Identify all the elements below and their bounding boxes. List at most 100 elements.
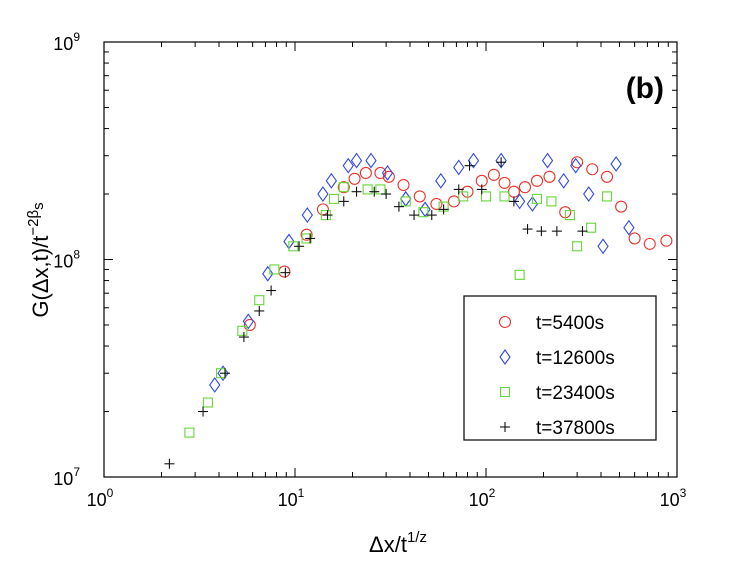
data-point bbox=[564, 210, 575, 221]
y-tick-label: 107 bbox=[53, 465, 80, 489]
data-markers bbox=[164, 152, 673, 469]
data-point bbox=[269, 264, 280, 275]
data-point bbox=[254, 295, 265, 306]
y-tick-exponent: 8 bbox=[73, 248, 80, 262]
x-tick-base: 10 bbox=[469, 490, 489, 510]
data-point bbox=[571, 156, 584, 169]
data-point bbox=[342, 157, 354, 174]
data-point bbox=[374, 166, 387, 179]
legend-marker-plus bbox=[500, 422, 510, 432]
data-point bbox=[338, 182, 349, 193]
data-point bbox=[601, 191, 613, 202]
data-point bbox=[266, 285, 277, 296]
data-point bbox=[337, 181, 350, 194]
data-point bbox=[487, 168, 500, 181]
data-point bbox=[325, 172, 338, 189]
y-axis-label: G(Δx,t)/t−2βs bbox=[25, 202, 53, 317]
data-point bbox=[217, 365, 229, 382]
data-point bbox=[577, 226, 588, 237]
data-point bbox=[365, 152, 377, 169]
data-point bbox=[453, 159, 465, 176]
legend-label: t=5400s bbox=[536, 313, 604, 334]
data-point bbox=[438, 204, 449, 215]
data-point bbox=[382, 170, 395, 183]
y-tick-base: 10 bbox=[53, 469, 73, 489]
legend-label: t=23400s bbox=[536, 383, 615, 404]
legend-box bbox=[463, 295, 657, 441]
y-tick-base: 10 bbox=[53, 252, 73, 272]
data-point bbox=[237, 325, 248, 336]
data-point bbox=[209, 376, 221, 393]
data-point bbox=[600, 170, 614, 183]
data-point bbox=[597, 238, 609, 255]
data-point bbox=[546, 196, 557, 207]
y-tick-exponent: 7 bbox=[73, 465, 80, 479]
data-point bbox=[409, 210, 420, 221]
data-point bbox=[583, 186, 595, 202]
x-tick-base: 10 bbox=[278, 490, 298, 510]
y-axis-label-sub: s bbox=[30, 202, 47, 210]
data-point bbox=[328, 193, 340, 204]
data-point bbox=[526, 196, 539, 212]
data-point bbox=[586, 222, 597, 233]
data-point bbox=[350, 152, 363, 169]
data-point bbox=[435, 172, 447, 189]
data-point bbox=[660, 234, 673, 247]
data-point bbox=[243, 318, 256, 332]
data-point bbox=[254, 305, 265, 316]
data-point bbox=[586, 163, 599, 176]
data-point bbox=[496, 157, 507, 168]
data-point bbox=[338, 196, 349, 207]
y-tick-exponent: 9 bbox=[73, 30, 80, 44]
data-point bbox=[615, 200, 628, 213]
data-point bbox=[300, 228, 313, 241]
data-point bbox=[476, 184, 487, 195]
data-point bbox=[381, 189, 392, 200]
data-point bbox=[467, 152, 480, 169]
data-point bbox=[495, 152, 507, 169]
data-point bbox=[242, 313, 255, 330]
data-point bbox=[572, 241, 583, 252]
panel-label: (b) bbox=[626, 72, 664, 105]
major-ticks bbox=[103, 41, 678, 478]
data-point bbox=[536, 226, 547, 237]
data-point bbox=[359, 166, 372, 179]
x-axis-label-sup: 1/z bbox=[407, 529, 427, 546]
data-point bbox=[480, 191, 492, 202]
data-point bbox=[280, 267, 291, 278]
x-tick-label: 102 bbox=[469, 486, 496, 510]
legend-label: t=37800s bbox=[536, 418, 615, 439]
legend: t=5400s t=12600s t=23400s t=37800s bbox=[463, 295, 657, 441]
x-tick-exponent: 3 bbox=[680, 486, 687, 500]
data-point bbox=[369, 186, 380, 197]
data-point bbox=[514, 269, 525, 280]
data-point bbox=[322, 210, 333, 221]
data-point bbox=[202, 397, 213, 408]
data-point bbox=[453, 184, 464, 195]
legend-marker-diamond bbox=[499, 349, 511, 365]
data-point bbox=[513, 193, 526, 210]
y-tick-label: 109 bbox=[53, 30, 80, 54]
data-point bbox=[381, 165, 394, 181]
x-tick-exponent: 1 bbox=[298, 486, 305, 500]
x-tick-base: 10 bbox=[660, 490, 680, 510]
data-point bbox=[362, 184, 373, 195]
y-tick-label: 108 bbox=[53, 248, 80, 272]
data-point bbox=[430, 197, 443, 211]
data-point bbox=[557, 172, 570, 189]
minor-ticks bbox=[104, 42, 677, 477]
x-tick-label: 100 bbox=[87, 486, 114, 510]
data-point bbox=[317, 186, 329, 202]
data-point bbox=[219, 368, 230, 379]
data-point bbox=[464, 160, 475, 171]
data-point bbox=[543, 170, 556, 183]
x-axis-label-main: Δx/t bbox=[369, 532, 407, 557]
data-point bbox=[643, 237, 656, 250]
x-tick-label: 103 bbox=[660, 486, 687, 510]
data-point bbox=[305, 233, 316, 244]
series-t=5400s bbox=[243, 156, 673, 332]
data-point bbox=[628, 232, 641, 245]
legend-marker-square bbox=[499, 386, 511, 398]
